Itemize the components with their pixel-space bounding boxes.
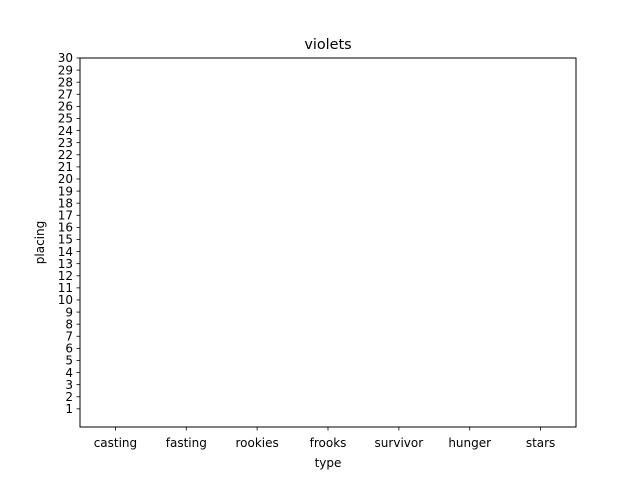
- y-tick-label: 7: [65, 329, 73, 343]
- y-tick-label: 18: [58, 196, 73, 210]
- x-axis-title: type: [315, 456, 342, 470]
- y-tick-label: 10: [58, 293, 73, 307]
- x-tick-label: hunger: [448, 436, 491, 450]
- y-tick-label: 8: [65, 317, 73, 331]
- x-tick-label: rookies: [236, 436, 279, 450]
- y-tick-label: 30: [58, 51, 73, 65]
- y-axis-title: placing: [33, 221, 47, 264]
- y-tick-label: 5: [65, 354, 73, 368]
- x-tick-label: casting: [94, 436, 137, 450]
- x-tick-label: survivor: [375, 436, 424, 450]
- y-tick-label: 11: [58, 281, 73, 295]
- x-tick-label: frooks: [310, 436, 347, 450]
- chart-title: violets: [304, 37, 351, 53]
- y-tick-label: 20: [58, 172, 73, 186]
- y-tick-label: 28: [58, 75, 73, 89]
- y-tick-label: 15: [58, 233, 73, 247]
- y-tick-label: 29: [58, 63, 73, 77]
- y-tick-label: 13: [58, 257, 73, 271]
- y-tick-label: 1: [65, 402, 73, 416]
- y-tick-label: 19: [58, 184, 73, 198]
- y-tick-label: 6: [65, 342, 73, 356]
- plot-frame: [79, 57, 577, 428]
- y-tick-label: 26: [58, 100, 73, 114]
- x-tick-label: stars: [526, 436, 556, 450]
- y-tick-label: 24: [58, 124, 73, 138]
- y-tick-label: 25: [58, 112, 73, 126]
- y-tick-label: 3: [65, 378, 73, 392]
- y-tick-label: 2: [65, 390, 73, 404]
- y-tick-label: 21: [58, 160, 73, 174]
- y-tick-label: 4: [65, 366, 73, 380]
- y-tick-label: 23: [58, 136, 73, 150]
- y-axis: 1234567891011121314151617181920212223242…: [58, 51, 80, 416]
- x-tick-label: fasting: [166, 436, 207, 450]
- y-tick-label: 16: [58, 221, 73, 235]
- y-tick-label: 14: [58, 245, 73, 259]
- y-tick-label: 27: [58, 87, 73, 101]
- y-tick-label: 12: [58, 269, 73, 283]
- y-tick-label: 17: [58, 208, 73, 222]
- y-tick-label: 22: [58, 148, 73, 162]
- y-tick-label: 9: [65, 305, 73, 319]
- x-axis: casting fasting rookies frooks survivor hunge…: [94, 427, 556, 450]
